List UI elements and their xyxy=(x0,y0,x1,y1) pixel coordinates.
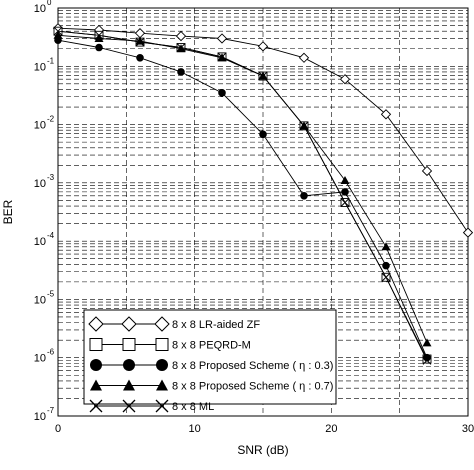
legend-marker xyxy=(156,359,168,371)
data-point xyxy=(217,52,227,62)
y-tick-base: 10 xyxy=(34,61,46,73)
data-point xyxy=(177,68,185,76)
data-point xyxy=(341,188,349,196)
legend-entry: 8 x 8 LR-aided ZF xyxy=(88,316,260,332)
legend-marker xyxy=(123,379,135,391)
y-tick-label: 10-4 xyxy=(34,231,55,248)
plot-frame xyxy=(57,7,469,417)
data-point xyxy=(421,165,433,177)
y-tick-base: 10 xyxy=(34,3,46,15)
y-tick-exponent: -4 xyxy=(47,231,55,240)
x-tick-label: 30 xyxy=(462,423,474,435)
data-point xyxy=(218,89,226,97)
y-tick-exponent: -6 xyxy=(47,348,55,357)
y-tick-label: 10-5 xyxy=(34,289,55,306)
data-point xyxy=(298,52,310,63)
legend-marker xyxy=(89,338,103,351)
data-point xyxy=(340,198,350,207)
legend-marker xyxy=(156,379,168,391)
series-circle-filled xyxy=(54,36,431,362)
y-tick-exponent: -3 xyxy=(47,173,55,182)
legend-marker xyxy=(122,338,136,351)
y-tick-exponent: -5 xyxy=(47,289,55,298)
legend-marker xyxy=(155,399,169,413)
legend-marker xyxy=(90,359,102,371)
legend-entry: 8 x 8 ML xyxy=(89,399,214,413)
legend-label: 8 x 8 PEQRD-M xyxy=(172,340,251,352)
series-layer xyxy=(52,23,474,365)
legend-marker xyxy=(88,316,104,332)
y-tick-base: 10 xyxy=(34,294,46,306)
data-point xyxy=(53,30,63,39)
y-tick-label: 100 xyxy=(34,0,52,15)
data-point xyxy=(259,130,267,139)
data-point xyxy=(176,43,186,52)
data-point xyxy=(381,272,391,282)
series-line xyxy=(57,34,428,343)
series-x xyxy=(53,26,432,365)
legend-marker xyxy=(122,399,136,413)
data-point xyxy=(300,191,308,200)
x-tick-label: 10 xyxy=(189,423,201,435)
data-point xyxy=(135,37,145,47)
y-tick-label: 10-6 xyxy=(34,348,55,365)
data-point xyxy=(422,356,432,365)
y-tick-exponent: -1 xyxy=(47,56,55,65)
data-point xyxy=(94,33,104,42)
y-tick-base: 10 xyxy=(34,178,46,190)
y-tick-exponent: -7 xyxy=(47,406,55,415)
legend-marker xyxy=(123,359,135,371)
x-tick-label: 0 xyxy=(55,423,61,435)
y-tick-base: 10 xyxy=(34,236,46,248)
legend-label: 8 x 8 Proposed Scheme ( η : 0.7) xyxy=(172,381,333,393)
data-point xyxy=(299,121,309,131)
legend: 8 x 8 LR-aided ZF 8 x 8 PEQRD-M 8 x 8 Prop… xyxy=(83,309,337,413)
legend-label: 8 x 8 Proposed Scheme ( η : 0.3) xyxy=(172,360,333,372)
y-tick-exponent: 0 xyxy=(47,0,52,7)
data-point xyxy=(382,261,390,270)
series-line xyxy=(57,30,428,361)
y-tick-label: 10-1 xyxy=(34,56,55,73)
y-tick-label: 10-3 xyxy=(34,173,55,190)
legend-entry: 8 x 8 PEQRD-M xyxy=(89,338,251,352)
data-point xyxy=(136,53,144,62)
data-point xyxy=(381,242,391,251)
legend-marker xyxy=(89,399,103,413)
y-tick-label: 10-7 xyxy=(34,406,55,423)
legend-label: 8 x 8 ML xyxy=(172,401,214,413)
data-point xyxy=(94,30,104,40)
data-point xyxy=(462,227,474,238)
legend-marker xyxy=(154,316,170,332)
series-line xyxy=(57,39,428,358)
data-point xyxy=(380,109,392,120)
data-point xyxy=(95,43,103,52)
legend-marker xyxy=(90,379,102,391)
y-tick-base: 10 xyxy=(34,120,46,132)
x-tick-label: 20 xyxy=(325,423,337,435)
data-point xyxy=(53,26,63,36)
data-point xyxy=(175,30,187,42)
legend-marker xyxy=(121,316,137,332)
y-tick-label: 10-2 xyxy=(34,115,55,132)
legend-marker xyxy=(155,338,169,351)
legend-label: 8 x 8 LR-aided ZF xyxy=(172,319,260,331)
data-point xyxy=(216,33,228,44)
y-tick-base: 10 xyxy=(34,353,46,365)
data-point xyxy=(134,28,146,39)
data-point xyxy=(339,74,351,85)
legend-entry: 8 x 8 Proposed Scheme ( η : 0.3) xyxy=(90,359,333,372)
y-tick-base: 10 xyxy=(34,411,46,423)
data-point xyxy=(422,338,432,347)
data-point xyxy=(340,175,350,184)
x-axis-label: SNR (dB) xyxy=(237,443,288,457)
y-tick-exponent: -2 xyxy=(47,115,55,124)
data-point xyxy=(258,71,268,81)
y-axis-label: BER xyxy=(1,199,15,224)
data-point xyxy=(257,41,269,52)
legend-entry: 8 x 8 Proposed Scheme ( η : 0.7) xyxy=(90,379,333,393)
